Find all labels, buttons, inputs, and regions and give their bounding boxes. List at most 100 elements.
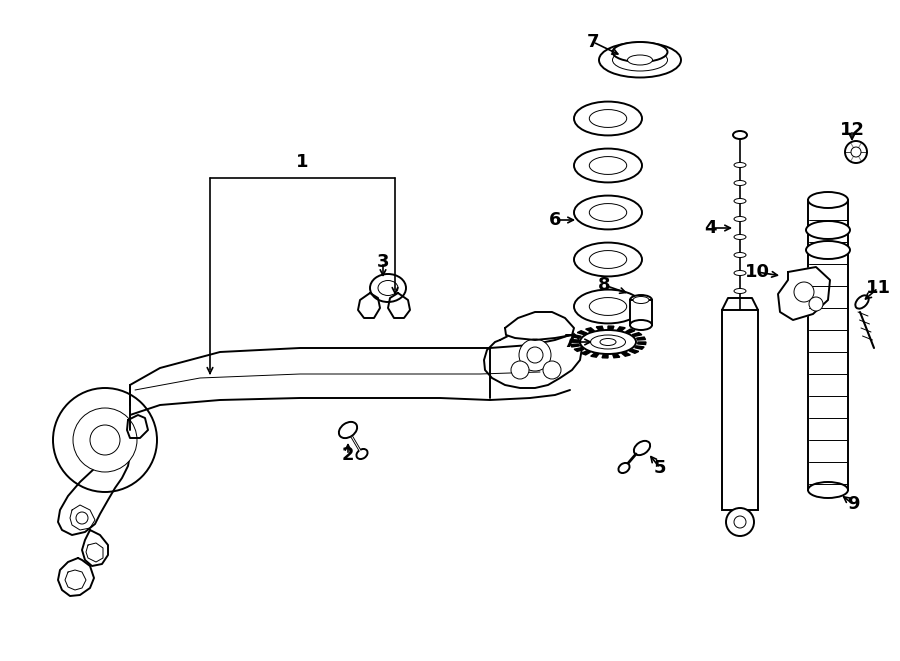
Polygon shape (484, 325, 582, 388)
Ellipse shape (630, 295, 652, 305)
Ellipse shape (613, 42, 668, 62)
Ellipse shape (808, 192, 848, 208)
Polygon shape (570, 340, 579, 342)
Polygon shape (581, 351, 590, 355)
Bar (808, 200, 848, 490)
Ellipse shape (370, 274, 406, 302)
Ellipse shape (590, 251, 626, 268)
Polygon shape (637, 342, 646, 344)
Ellipse shape (574, 102, 642, 136)
Text: 9: 9 (847, 495, 860, 513)
Ellipse shape (734, 235, 746, 239)
Text: 2: 2 (342, 446, 355, 464)
Ellipse shape (855, 295, 868, 309)
Circle shape (76, 512, 88, 524)
Ellipse shape (734, 288, 746, 293)
Text: 11: 11 (866, 279, 890, 297)
Circle shape (845, 141, 867, 163)
Polygon shape (572, 334, 581, 338)
Ellipse shape (618, 463, 630, 473)
Polygon shape (130, 335, 570, 415)
Ellipse shape (734, 270, 746, 276)
Circle shape (90, 425, 120, 455)
Ellipse shape (590, 204, 626, 221)
Ellipse shape (599, 42, 681, 77)
Polygon shape (613, 354, 620, 358)
Circle shape (519, 339, 551, 371)
Text: 5: 5 (653, 459, 666, 477)
Ellipse shape (627, 55, 652, 65)
Bar (630, 300, 652, 325)
Polygon shape (634, 346, 644, 349)
Ellipse shape (633, 297, 649, 303)
Polygon shape (82, 530, 108, 566)
Ellipse shape (590, 335, 625, 349)
Polygon shape (626, 329, 634, 333)
Ellipse shape (734, 253, 746, 258)
Polygon shape (571, 344, 580, 347)
Ellipse shape (734, 217, 746, 221)
Text: 10: 10 (744, 263, 770, 281)
Ellipse shape (356, 449, 367, 459)
Circle shape (809, 297, 823, 311)
Polygon shape (358, 293, 380, 318)
Ellipse shape (574, 149, 642, 182)
Text: 12: 12 (840, 121, 865, 139)
Polygon shape (629, 350, 639, 353)
Polygon shape (505, 312, 574, 340)
Circle shape (851, 147, 861, 157)
Ellipse shape (590, 110, 626, 128)
Polygon shape (58, 558, 94, 596)
Polygon shape (597, 327, 603, 330)
Ellipse shape (808, 482, 848, 498)
Polygon shape (388, 293, 410, 318)
Text: 1: 1 (296, 153, 309, 171)
Polygon shape (577, 330, 587, 334)
Ellipse shape (574, 290, 642, 323)
Circle shape (734, 516, 746, 528)
Ellipse shape (806, 221, 850, 239)
Ellipse shape (634, 441, 650, 455)
Ellipse shape (574, 196, 642, 229)
Polygon shape (586, 328, 594, 332)
Polygon shape (127, 415, 148, 438)
Ellipse shape (339, 422, 357, 438)
Text: 7: 7 (587, 33, 599, 51)
Bar (722, 310, 758, 510)
Ellipse shape (734, 163, 746, 167)
Polygon shape (574, 348, 584, 352)
Circle shape (511, 361, 529, 379)
Ellipse shape (734, 198, 746, 204)
Text: 6: 6 (549, 211, 562, 229)
Polygon shape (622, 352, 630, 356)
Ellipse shape (613, 49, 668, 71)
Circle shape (543, 361, 561, 379)
Text: 4: 4 (704, 219, 716, 237)
Ellipse shape (733, 131, 747, 139)
Ellipse shape (378, 280, 398, 295)
Polygon shape (602, 354, 608, 358)
Circle shape (726, 508, 754, 536)
Text: 7: 7 (563, 333, 576, 351)
Polygon shape (590, 353, 598, 357)
Polygon shape (633, 332, 642, 336)
Ellipse shape (574, 243, 642, 276)
Circle shape (73, 408, 137, 472)
Polygon shape (636, 337, 645, 340)
Polygon shape (58, 445, 130, 535)
Polygon shape (608, 326, 614, 330)
Ellipse shape (590, 157, 626, 175)
Circle shape (53, 388, 157, 492)
Polygon shape (778, 267, 830, 320)
Ellipse shape (734, 180, 746, 186)
Ellipse shape (630, 320, 652, 330)
Ellipse shape (600, 338, 616, 346)
Ellipse shape (806, 241, 850, 259)
Ellipse shape (590, 297, 626, 315)
Text: 8: 8 (598, 276, 610, 294)
Text: 3: 3 (377, 253, 389, 271)
Ellipse shape (580, 330, 636, 354)
Circle shape (527, 347, 543, 363)
Circle shape (794, 282, 814, 302)
Polygon shape (617, 327, 626, 330)
